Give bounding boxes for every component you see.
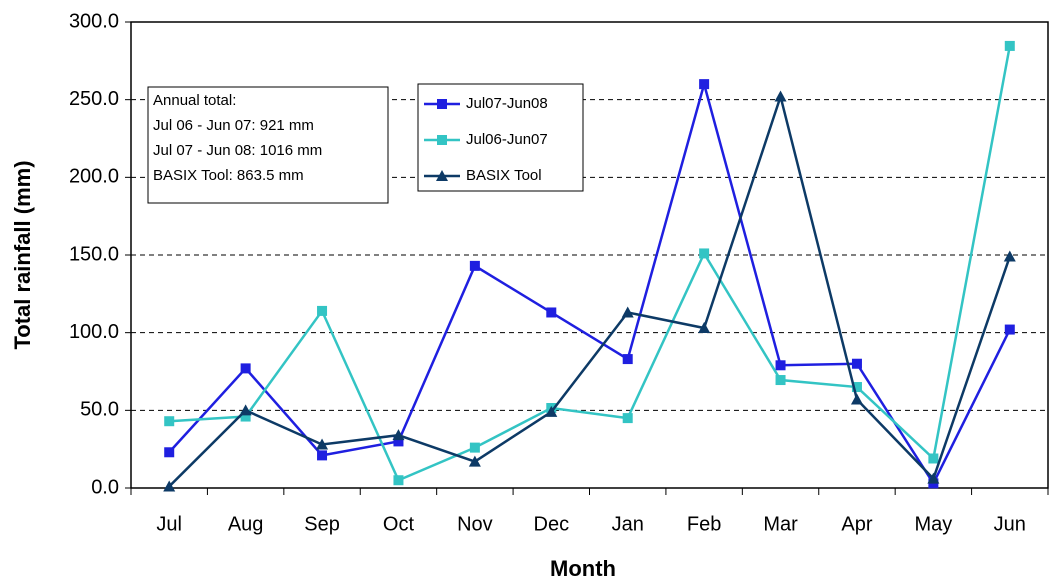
legend-label: BASIX Tool — [466, 167, 542, 184]
y-tick-label: 50.0 — [80, 399, 119, 421]
x-tick-label: Aug — [228, 513, 264, 535]
marker — [468, 455, 481, 467]
marker — [469, 260, 480, 271]
marker — [240, 411, 251, 422]
x-tick-label: Jun — [994, 513, 1026, 535]
legend-label: Jul06-Jun07 — [466, 131, 548, 148]
marker — [164, 447, 175, 458]
legend-label: Jul07-Jun08 — [466, 95, 548, 112]
annotation-text: BASIX Tool: 863.5 mm — [153, 167, 304, 184]
marker — [850, 393, 863, 405]
marker — [699, 79, 710, 90]
marker — [392, 429, 405, 441]
marker — [1004, 324, 1015, 335]
annotation-text: Jul 06 - Jun 07: 921 mm — [153, 117, 314, 134]
series-line — [169, 45, 1012, 482]
marker — [851, 358, 862, 369]
marker — [393, 436, 404, 447]
marker — [928, 453, 939, 464]
y-tick-label: 200.0 — [69, 166, 119, 188]
marker — [545, 405, 558, 417]
marker — [774, 90, 787, 102]
marker — [469, 442, 480, 453]
marker — [437, 99, 447, 109]
x-tick-label: Apr — [841, 513, 872, 535]
annotation-box — [147, 86, 389, 204]
marker — [621, 306, 634, 318]
y-tick-label: 150.0 — [69, 243, 119, 265]
x-tick-label: Nov — [457, 513, 493, 535]
marker — [317, 450, 328, 461]
x-tick-label: Dec — [534, 513, 570, 535]
y-tick-label: 300.0 — [69, 10, 119, 32]
series-line — [168, 79, 1011, 486]
x-axis-label: Month — [550, 556, 616, 581]
annotation-text: Annual total: — [153, 92, 236, 109]
marker — [775, 375, 786, 386]
marker — [699, 248, 710, 259]
marker — [239, 404, 252, 416]
marker — [393, 475, 404, 486]
marker — [1004, 40, 1015, 51]
marker — [622, 354, 633, 365]
series-line — [168, 92, 1011, 488]
marker — [163, 480, 176, 492]
marker — [437, 135, 447, 145]
marker — [316, 438, 329, 450]
y-tick-label: 250.0 — [69, 88, 119, 110]
x-tick-label: Jan — [612, 513, 644, 535]
x-tick-label: Sep — [304, 513, 340, 535]
x-tick-label: May — [914, 513, 952, 535]
marker — [775, 360, 786, 371]
x-tick-label: Mar — [763, 513, 798, 535]
x-tick-label: Jul — [156, 513, 182, 535]
marker — [164, 416, 175, 427]
x-tick-label: Feb — [687, 513, 721, 535]
legend: Jul07-Jun08 Jul06-Jun07 BASIX Tool — [417, 83, 584, 192]
marker — [622, 413, 633, 424]
y-tick-label: 100.0 — [69, 321, 119, 343]
marker — [851, 382, 862, 393]
y-axis-label: Total rainfall (mm) — [10, 160, 35, 349]
marker — [1003, 250, 1016, 262]
y-tick-label: 0.0 — [91, 476, 119, 498]
x-tick-label: Oct — [383, 513, 415, 535]
marker — [317, 305, 328, 316]
annotation: Annual total: Jul 06 - Jun 07: 921 mm Jul … — [147, 86, 389, 204]
marker — [240, 363, 251, 374]
marker — [546, 307, 557, 318]
annotation-text: Jul 07 - Jun 08: 1016 mm — [153, 142, 322, 159]
marker — [698, 322, 711, 334]
marker — [436, 170, 448, 181]
marker — [927, 472, 940, 484]
